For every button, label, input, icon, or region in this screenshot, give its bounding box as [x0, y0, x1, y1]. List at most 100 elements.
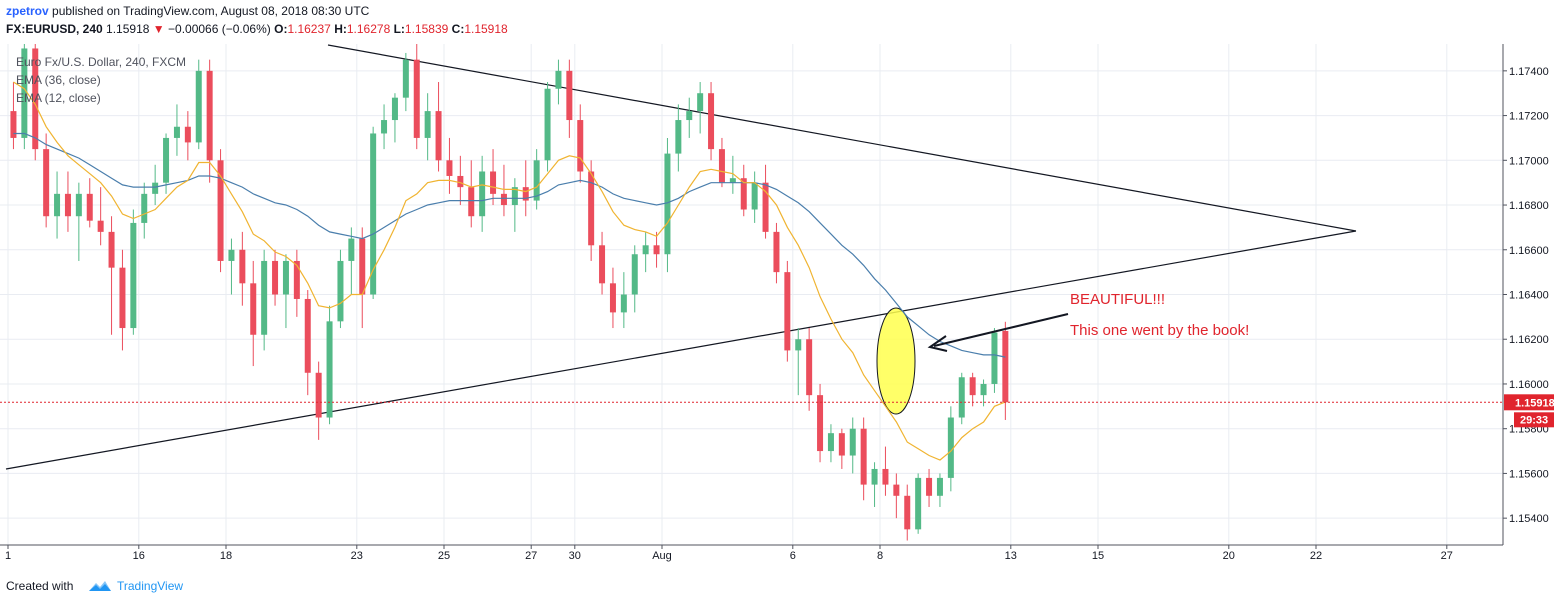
candle[interactable] — [239, 231, 246, 306]
candle[interactable] — [359, 227, 366, 329]
candle[interactable] — [784, 260, 791, 362]
candle[interactable] — [304, 290, 311, 396]
candle[interactable] — [250, 260, 257, 367]
candle[interactable] — [849, 417, 856, 474]
candle[interactable] — [326, 305, 333, 425]
annotation-arrow[interactable] — [927, 313, 1069, 352]
candle[interactable] — [500, 164, 507, 217]
lower-trendline[interactable] — [5, 230, 1357, 470]
candle[interactable] — [893, 473, 900, 519]
candle[interactable] — [631, 245, 638, 313]
candle[interactable] — [817, 383, 824, 463]
candle[interactable] — [173, 104, 180, 156]
candle[interactable] — [315, 361, 322, 440]
chart-area[interactable] — [0, 44, 1560, 573]
candle[interactable] — [718, 137, 725, 188]
candle[interactable] — [108, 216, 115, 335]
candle[interactable] — [130, 209, 137, 335]
candle[interactable] — [708, 82, 715, 161]
candle[interactable] — [152, 164, 159, 206]
candle[interactable] — [10, 82, 17, 150]
candle[interactable] — [642, 231, 649, 273]
candle[interactable] — [980, 379, 987, 407]
candle[interactable] — [490, 149, 497, 206]
candle[interactable] — [566, 59, 573, 138]
candle[interactable] — [402, 52, 409, 112]
price-axis[interactable]: 1.17400 1.17200 1.17000 1.16800 1.16600 1.164… — [1503, 66, 1549, 525]
candlestick-chart[interactable]: 1.17400 1.17200 1.17000 1.16800 1.16600 1.164… — [0, 0, 1560, 573]
candle[interactable] — [675, 104, 682, 172]
candle[interactable] — [163, 133, 170, 194]
candle[interactable] — [620, 272, 627, 329]
candle[interactable] — [577, 104, 584, 183]
candle[interactable] — [54, 171, 61, 239]
candle[interactable] — [936, 473, 943, 507]
candle[interactable] — [729, 155, 736, 194]
highlight-ellipse[interactable] — [876, 307, 916, 415]
candle[interactable] — [609, 267, 616, 329]
candle[interactable] — [86, 178, 93, 228]
candle[interactable] — [391, 93, 398, 143]
candle[interactable] — [1002, 321, 1009, 420]
legend-ema12[interactable]: EMA (12, close) — [16, 91, 101, 105]
candle[interactable] — [806, 328, 813, 411]
author-link[interactable]: zpetrov — [6, 4, 49, 18]
candle[interactable] — [882, 446, 889, 496]
candle[interactable] — [544, 82, 551, 172]
candle[interactable] — [32, 44, 39, 161]
candle[interactable] — [522, 160, 529, 217]
candle[interactable] — [958, 372, 965, 425]
candle[interactable] — [511, 178, 518, 232]
candle[interactable] — [795, 328, 802, 396]
candle[interactable] — [827, 424, 834, 463]
candle[interactable] — [969, 372, 976, 407]
candle[interactable] — [97, 187, 104, 246]
candle[interactable] — [860, 417, 867, 501]
candle[interactable] — [228, 238, 235, 295]
candle[interactable] — [915, 473, 922, 534]
candle[interactable] — [261, 249, 268, 351]
candle[interactable] — [348, 227, 355, 295]
candle[interactable] — [195, 59, 202, 150]
candle[interactable] — [926, 468, 933, 507]
candle[interactable] — [184, 111, 191, 161]
candle[interactable] — [904, 484, 911, 541]
candle[interactable] — [479, 155, 486, 232]
candle[interactable] — [141, 182, 148, 239]
candle[interactable] — [653, 231, 660, 268]
candle[interactable] — [838, 428, 845, 469]
candle[interactable] — [272, 249, 279, 306]
candle[interactable] — [599, 231, 606, 295]
candle[interactable] — [381, 104, 388, 150]
candle[interactable] — [217, 149, 224, 273]
ema36-line[interactable] — [13, 132, 1006, 358]
candle[interactable] — [468, 160, 475, 228]
candle[interactable] — [871, 462, 878, 507]
candle[interactable] — [762, 164, 769, 239]
candle[interactable] — [337, 249, 344, 329]
candle[interactable] — [424, 93, 431, 161]
candle[interactable] — [533, 149, 540, 210]
time-axis[interactable]: 1 16 18 23 25 27 30 Aug 6 8 13 15 20 22 27 — [5, 545, 1453, 562]
candle[interactable] — [555, 59, 562, 105]
candle[interactable] — [773, 222, 780, 284]
candle[interactable] — [664, 137, 671, 273]
candle[interactable] — [293, 249, 300, 317]
ema12-line[interactable] — [13, 81, 1006, 461]
legend-ema36[interactable]: EMA (36, close) — [16, 73, 101, 87]
candle[interactable] — [43, 133, 50, 228]
upper-trendline[interactable] — [327, 44, 1357, 232]
candle[interactable] — [21, 44, 28, 150]
candle[interactable] — [435, 82, 442, 172]
candle[interactable] — [588, 160, 595, 261]
candle[interactable] — [991, 328, 998, 393]
candle[interactable] — [282, 254, 289, 329]
candle[interactable] — [75, 182, 82, 261]
candle[interactable] — [740, 164, 747, 217]
candle[interactable] — [947, 406, 954, 492]
candle[interactable] — [119, 249, 126, 351]
tradingview-logo-icon[interactable] — [88, 578, 112, 594]
candle[interactable] — [457, 155, 464, 206]
candle[interactable] — [751, 171, 758, 223]
tradingview-link[interactable]: TradingView — [117, 579, 184, 593]
